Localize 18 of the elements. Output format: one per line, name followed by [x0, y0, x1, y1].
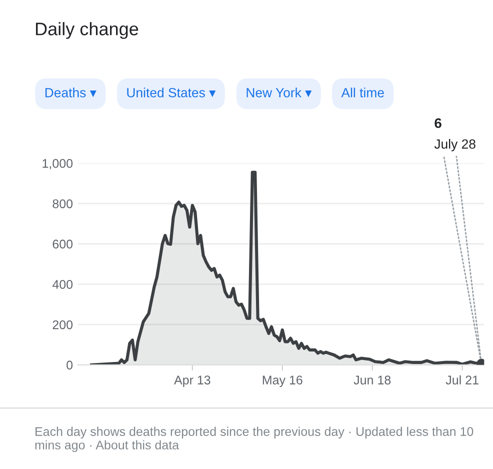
x-tick-label: Jun 18 — [354, 376, 391, 384]
annotation: 6 — [434, 118, 442, 128]
y-tick-label: 200 — [52, 320, 73, 330]
text: United States ▾ — [127, 88, 216, 98]
y-tick-label: 400 — [52, 280, 73, 289]
y-tick-label: 800 — [52, 199, 73, 208]
x-tick-label: Jul 21 — [446, 375, 478, 384]
text: All time — [341, 88, 384, 98]
x-tick-label: Apr 13 — [174, 376, 210, 387]
x-tick-label: May 16 — [262, 376, 302, 387]
y-tick-label: 0 — [66, 360, 73, 370]
text: New York ▾ — [246, 88, 312, 98]
chart-title: Daily change — [36, 22, 138, 39]
y-tick-label: 600 — [52, 240, 73, 249]
annotation: July 28 — [434, 139, 476, 152]
text: Deaths ▾ — [45, 88, 96, 98]
y-tick-label: 1,000 — [42, 159, 73, 170]
text: Each day shows deaths reported since the previous day · Updated less than 10 mins ago · About this data — [35, 426, 474, 452]
